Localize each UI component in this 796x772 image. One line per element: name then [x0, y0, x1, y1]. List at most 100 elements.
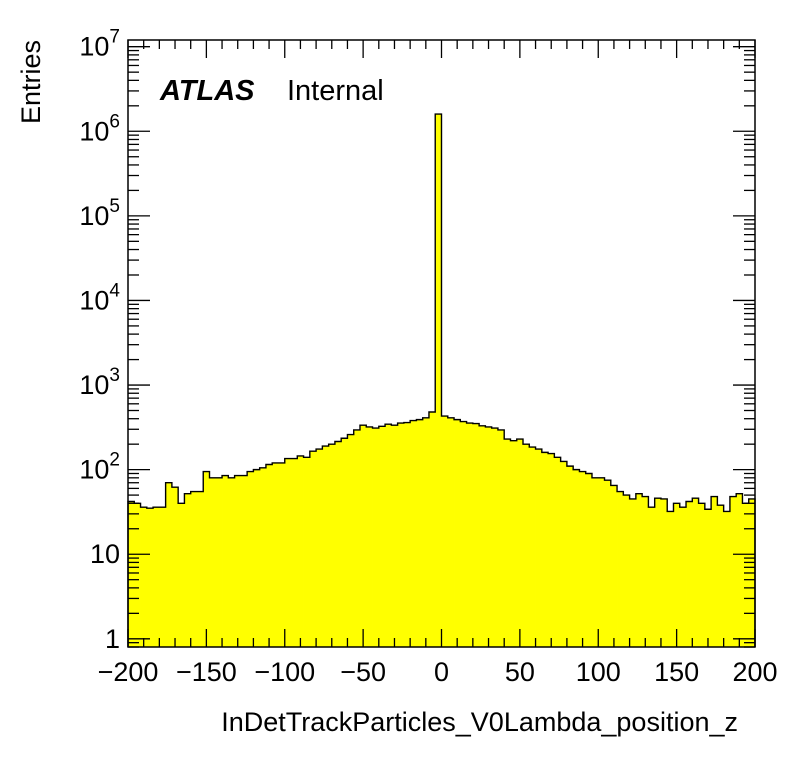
histogram-bin [240, 475, 248, 647]
histogram-bin [610, 485, 618, 647]
histogram-bin [316, 449, 323, 647]
histogram-bin [247, 471, 254, 647]
histogram-bin [309, 451, 317, 647]
y-tick-base: 10 [79, 455, 109, 485]
histogram-bin [215, 477, 223, 647]
histogram-bin [485, 426, 493, 647]
histogram-bin [679, 507, 687, 647]
y-tick-exponent: 6 [109, 111, 120, 132]
histogram-bin [686, 501, 693, 647]
y-tick-label: 103 [79, 365, 120, 400]
y-axis-label: Entries [16, 40, 46, 124]
histogram-bin [497, 429, 505, 647]
histogram-bin [303, 457, 311, 647]
x-tick-label: 150 [654, 657, 699, 687]
histogram-bars [128, 114, 756, 648]
histogram-bin [328, 444, 336, 647]
y-tick-base: 10 [79, 285, 109, 315]
x-tick-label: −100 [254, 657, 315, 687]
histogram-bin [359, 425, 367, 647]
histogram-bin [228, 477, 235, 647]
histogram-bin [347, 434, 355, 647]
x-axis-label: InDetTrackParticles_V0Lambda_position_z [221, 707, 738, 737]
histogram-outline [127, 113, 756, 647]
histogram-bin [566, 466, 574, 647]
histogram-bin [479, 425, 486, 647]
histogram-bin [297, 455, 304, 647]
histogram-bin [184, 493, 192, 647]
histogram-bin [403, 422, 411, 647]
x-ticks [127, 40, 756, 647]
histogram-bin [504, 439, 511, 647]
x-tick-label: −50 [340, 657, 386, 687]
histogram-bin [441, 416, 449, 647]
histogram-bin [548, 453, 555, 647]
histogram-bin [742, 503, 750, 647]
histogram-bin [529, 447, 536, 647]
histogram-bin [284, 458, 292, 647]
histogram-bin [560, 461, 568, 647]
histogram-bin [535, 449, 543, 647]
histogram-bin [165, 482, 173, 647]
histogram-bin [278, 462, 286, 647]
histogram-bin [673, 503, 681, 647]
x-tick-label: 200 [732, 657, 777, 687]
y-tick-base: 10 [79, 32, 109, 62]
histogram-bin [635, 493, 643, 647]
histogram-bin [416, 419, 424, 647]
y-ticks [128, 46, 755, 648]
histogram-bin [466, 423, 474, 647]
histogram-bin [378, 426, 386, 647]
histogram-bin [291, 458, 298, 647]
histogram-bin [128, 501, 135, 647]
histogram-bin [510, 440, 518, 647]
histogram-bin [642, 496, 649, 647]
histogram-bin [265, 464, 273, 647]
histogram-bin [391, 425, 399, 647]
histogram-bin [717, 505, 725, 647]
histogram-bin [660, 498, 668, 647]
y-tick-base: 10 [79, 201, 109, 231]
status-label: Internal [287, 75, 384, 107]
histogram-bin [723, 511, 731, 647]
histogram-bin [736, 493, 743, 647]
histogram-bin [190, 491, 198, 647]
histogram-bin [729, 496, 737, 647]
x-tick-label: −200 [98, 657, 159, 687]
histogram-bin [435, 114, 442, 648]
histogram-bin [711, 496, 718, 647]
x-tick-label: 50 [505, 657, 535, 687]
histogram-bin [178, 503, 185, 647]
y-tick-label: 107 [79, 27, 120, 62]
histogram-bin [253, 469, 261, 647]
y-tick-label: 10 [90, 539, 120, 569]
histogram-bin [579, 471, 587, 647]
y-tick-base: 10 [79, 370, 109, 400]
histogram-bin [134, 503, 141, 647]
histogram-bin [447, 417, 455, 647]
histogram-bin [698, 503, 706, 647]
histogram-bin [491, 428, 499, 647]
y-tick-label: 102 [79, 450, 120, 485]
histogram-bin [146, 508, 154, 647]
histogram-bin [523, 444, 530, 647]
histogram-bin [516, 439, 524, 647]
histogram-bin [692, 498, 699, 647]
histogram-bin [353, 429, 361, 647]
histogram-bin [372, 428, 380, 647]
histogram-bin [623, 495, 630, 647]
histogram-bin [460, 421, 467, 647]
histogram-bin [704, 509, 712, 647]
atlas-label: ATLAS [159, 75, 255, 107]
histogram-bin [422, 417, 430, 647]
histogram-bin [573, 469, 580, 647]
histogram-bin [222, 475, 229, 647]
histogram-bin [153, 507, 160, 647]
y-tick-label: 105 [79, 196, 120, 231]
histogram-bin [654, 498, 662, 647]
y-tick-exponent: 7 [109, 27, 120, 48]
histogram-bin [598, 477, 605, 647]
y-tick-exponent: 5 [109, 196, 120, 217]
histogram-bin [385, 424, 392, 647]
histogram-bin [171, 487, 179, 647]
